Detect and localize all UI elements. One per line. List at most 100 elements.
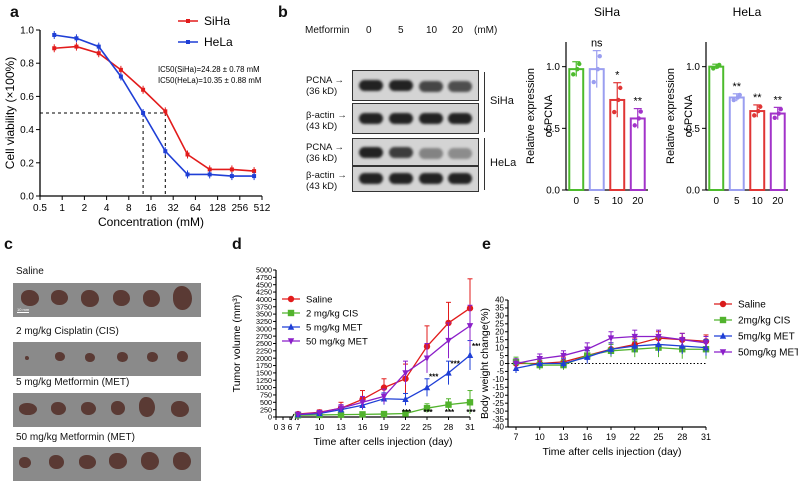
b-ytick-label: 0.5 [546, 124, 560, 135]
a-xtick-label: 1 [59, 203, 65, 214]
e-point-3 [655, 333, 662, 341]
b-sig-label: * [615, 70, 620, 82]
e-legend-marker [719, 349, 727, 356]
e-xtick-label: 31 [701, 432, 711, 442]
e-ytick-label: 40 [495, 296, 504, 305]
a-xtick-label: 128 [209, 203, 226, 214]
panel-d-chart: 0250500750100012501500175020002250250027… [231, 266, 480, 448]
e-point-3 [584, 346, 591, 353]
panel-label-c: c [4, 236, 13, 253]
e-xtick-label: 16 [582, 432, 592, 442]
b-ytick-label: 0.0 [686, 186, 700, 197]
e-xtick-label: 7 [513, 432, 518, 442]
e-xtick-label: 28 [677, 432, 687, 442]
d-point-1 [337, 411, 345, 418]
a-point-HeLa [185, 172, 190, 177]
e-legend-marker [719, 332, 727, 339]
e-legend-label-1: 2mg/kg CIS [738, 316, 791, 327]
d-point-3 [466, 323, 474, 330]
b-chart-title: HeLa [733, 5, 762, 19]
d-point-3 [380, 393, 388, 401]
a-legend-marker-SiHa [186, 19, 190, 23]
b-xtick-label: 0 [713, 196, 719, 207]
d-ytick-label: 2500 [256, 339, 272, 348]
d-xtick-label: 25 [422, 422, 432, 432]
d-point-3 [337, 405, 345, 412]
b-bar-0 [708, 65, 725, 191]
d-xtick-label: 6 [288, 422, 293, 432]
d-ytick-label: 250 [260, 405, 272, 414]
d-point-1 [466, 399, 474, 406]
a-point-HeLa [96, 44, 101, 49]
d-ytick-label: 3500 [256, 310, 272, 319]
e-ytick-label: 0 [500, 359, 505, 368]
b-sig-label: ** [773, 94, 782, 106]
dose-0: 0 [366, 25, 372, 36]
a-point-HeLa [207, 172, 212, 177]
b-dot [752, 113, 757, 118]
e-point-3 [536, 356, 543, 363]
b-dot [758, 104, 763, 109]
d-sig-label: *** [402, 408, 412, 417]
e-legend-label-3: 50mg/kg MET [738, 348, 798, 359]
e-point-2 [631, 342, 638, 349]
b-sig-label: ** [732, 81, 741, 93]
e-ytick-label: 15 [495, 335, 504, 344]
a-ytick-label: 0.4 [20, 125, 34, 136]
b-dot [577, 61, 582, 67]
d-y-axis-title: Tumor volume (mm³) [231, 295, 243, 393]
d-ytick-label: 1500 [256, 369, 272, 378]
e-legend-marker [719, 316, 727, 324]
d-sig-label: *** [451, 359, 461, 368]
d-xtick-label: 10 [315, 422, 325, 432]
d-legend-label-0: Saline [306, 295, 332, 306]
a-xtick-label: 0.5 [33, 203, 47, 214]
dose-5: 5 [398, 25, 404, 36]
d-legend-label-1: 2 mg/kg CIS [306, 309, 358, 320]
e-xtick-label: 13 [558, 432, 568, 442]
d-legend-label-2: 5 mg/kg MET [306, 323, 363, 334]
d-ytick-label: 3750 [256, 302, 272, 311]
d-ytick-label: 0 [268, 413, 272, 422]
d-legend-marker [287, 323, 295, 330]
a-series-line-HeLa [54, 34, 255, 177]
d-ytick-label: 750 [260, 391, 272, 400]
b-dot [618, 85, 623, 91]
a-point-SiHa [252, 169, 257, 174]
b-y-axis-title-2: of PCNA [683, 94, 695, 137]
panel-label-d: d [232, 236, 242, 253]
b-dot [778, 107, 783, 112]
d-point-3 [423, 355, 431, 362]
blot-hela-pcna [352, 138, 479, 166]
b-dot [756, 108, 761, 114]
e-y-axis-title: Body weight change(%) [480, 308, 491, 419]
scale-bar [17, 312, 29, 313]
e-point-3 [512, 360, 520, 368]
d-ytick-label: 2250 [256, 346, 272, 355]
panel-e-chart: -40-35-30-25-20-15-10-505101520253035407… [480, 296, 798, 458]
dose-unit: (mM) [474, 25, 498, 36]
b-xtick-label: 0 [573, 196, 579, 207]
a-point-SiHa [163, 109, 168, 114]
panel-label-a: a [10, 4, 19, 21]
e-ytick-label: 10 [495, 343, 504, 352]
a-point-HeLa [252, 174, 257, 179]
d-legend-marker [287, 309, 295, 317]
a-xtick-label: 64 [190, 203, 202, 214]
d-ytick-label: 4000 [256, 295, 272, 304]
d-sig-label: *** [445, 408, 455, 417]
e-xtick-label: 19 [606, 432, 616, 442]
b-ytick-label: 0.0 [546, 186, 560, 197]
b-sig-label: ** [633, 96, 642, 108]
e-ytick-label: -35 [492, 415, 504, 424]
metformin-label: Metformin [305, 25, 350, 36]
d-xtick-label: 22 [401, 422, 411, 432]
b-y-axis-title: Relative expression [665, 68, 677, 164]
a-legend-label-HeLa: HeLa [204, 35, 233, 49]
a-point-SiHa [207, 167, 212, 172]
e-ytick-label: -30 [492, 407, 504, 416]
b-y-axis-title-2: of PCNA [543, 94, 555, 137]
d-point-1 [445, 401, 452, 408]
tumor-group-met50-label: 50 mg/kg Metformin (MET) [16, 432, 135, 443]
e-ytick-label: -10 [492, 375, 504, 384]
